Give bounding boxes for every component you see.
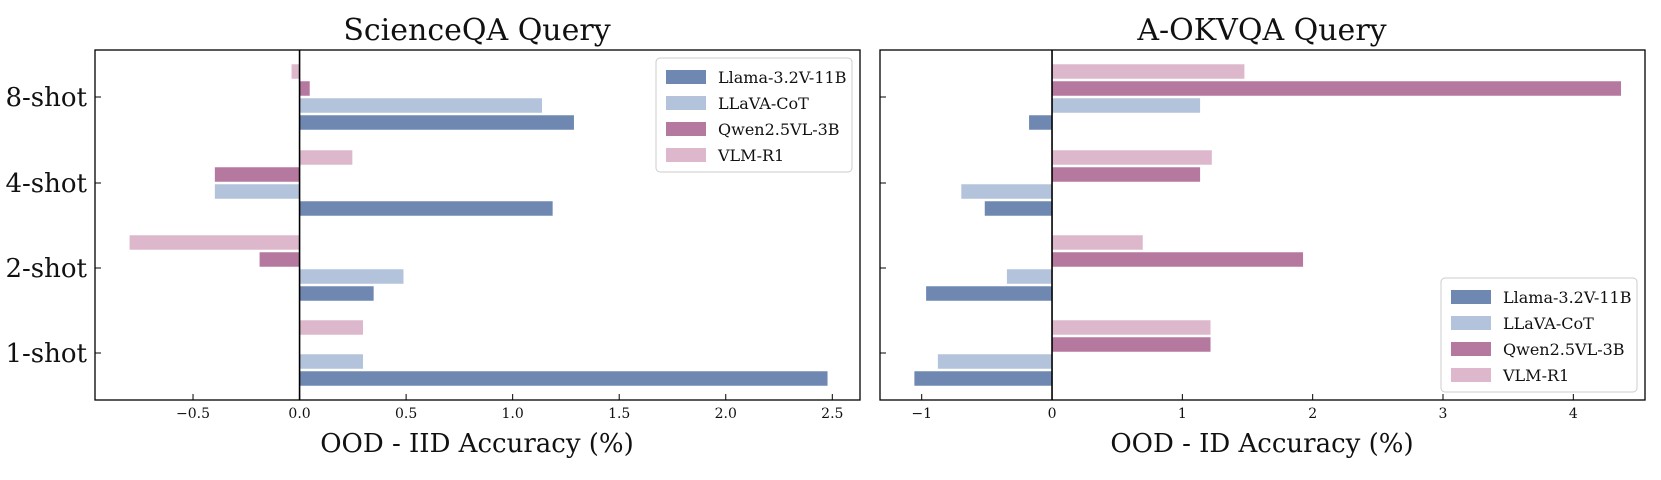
chart-scienceqa: ScienceQA Query −0.5 0.0 0.5 1.0 1.5 2.0 2.5 1-… (5, 13, 861, 459)
x-axis-label: OOD - IID Accuracy (%) (320, 429, 634, 459)
legend-swatch (666, 70, 706, 84)
bar-llama-3-2v-11b-2-shot (925, 285, 1053, 302)
y-tick-label-1-shot: 1-shot (5, 339, 87, 369)
x-axis-label: OOD - ID Accuracy (%) (1110, 429, 1413, 459)
legend-label: VLM-R1 (1502, 366, 1569, 385)
bar-llava-cot-2-shot (299, 268, 405, 285)
chart-title: A-OKVQA Query (1136, 13, 1386, 48)
x-tick-label: −0.5 (176, 406, 210, 422)
x-tick-label: 0.0 (288, 406, 310, 422)
bar-llava-cot-1-shot (299, 353, 364, 370)
bar-qwen2-5vl-3b-8-shot (299, 80, 311, 97)
bar-llava-cot-1-shot (936, 353, 1053, 370)
x-tick-label: 0.5 (395, 406, 417, 422)
bar-qwen2-5vl-3b-4-shot (213, 166, 301, 183)
legend: Llama-3.2V-11B LLaVA-CoT Qwen2.5VL-3B VLM-R… (655, 57, 853, 173)
bar-llava-cot-2-shot (1005, 268, 1053, 285)
bar-qwen2-5vl-3b-2-shot (1051, 251, 1305, 268)
ticks-layer: −1 0 1 2 3 4 (880, 96, 1578, 422)
bars-layer (128, 50, 829, 400)
bars-layer (913, 50, 1623, 400)
legend-swatch (666, 148, 706, 162)
bar-vlm-r1-4-shot (1051, 149, 1213, 166)
bar-llama-3-2v-11b-4-shot (983, 200, 1053, 217)
bar-vlm-r1-4-shot (299, 149, 354, 166)
chart-title: ScienceQA Query (343, 13, 610, 48)
legend-box (1440, 277, 1638, 393)
legend-swatch (1451, 342, 1491, 356)
legend-swatch (1451, 290, 1491, 304)
bar-vlm-r1-1-shot (1051, 319, 1212, 336)
bar-llava-cot-4-shot (960, 183, 1053, 200)
bar-qwen2-5vl-3b-2-shot (258, 251, 301, 268)
x-tick-label: 1.5 (608, 406, 630, 422)
legend-swatch (666, 122, 706, 136)
chart-aokvqa: A-OKVQA Query −1 0 1 2 3 4 Llama-3.2V-11B LLaV… (879, 13, 1646, 459)
bar-llava-cot-8-shot (299, 97, 543, 114)
bar-llava-cot-4-shot (213, 183, 301, 200)
legend-label: LLaVA-CoT (1503, 314, 1594, 333)
legend: Llama-3.2V-11B LLaVA-CoT Qwen2.5VL-3B VLM-R… (1440, 277, 1638, 393)
x-tick-label: 1.0 (502, 406, 524, 422)
legend-box (655, 57, 853, 173)
legend-label: Llama-3.2V-11B (718, 68, 846, 87)
bar-vlm-r1-8-shot (290, 63, 301, 80)
bar-qwen2-5vl-3b-8-shot (1051, 80, 1623, 97)
x-tick-label: 2 (1308, 406, 1317, 422)
bar-llama-3-2v-11b-8-shot (299, 114, 575, 131)
x-tick-label: 2.5 (821, 406, 843, 422)
bar-llama-3-2v-11b-8-shot (1028, 114, 1053, 131)
legend-swatch (1451, 316, 1491, 330)
y-tick-label-4-shot: 4-shot (5, 169, 87, 199)
bar-qwen2-5vl-3b-1-shot (1051, 336, 1212, 353)
bar-vlm-r1-1-shot (299, 319, 364, 336)
legend-label: Llama-3.2V-11B (1503, 288, 1631, 307)
ticks-layer: −0.5 0.0 0.5 1.0 1.5 2.0 2.5 1-shot 2-shot 4-shot… (5, 83, 843, 422)
x-tick-label: 4 (1569, 406, 1578, 422)
legend-label: VLM-R1 (717, 146, 784, 165)
y-tick-label-8-shot: 8-shot (5, 83, 87, 113)
bar-llama-3-2v-11b-1-shot (913, 370, 1053, 387)
x-tick-label: 0 (1048, 406, 1057, 422)
x-tick-label: 1 (1178, 406, 1187, 422)
bar-vlm-r1-2-shot (128, 234, 301, 251)
legend-label: Qwen2.5VL-3B (1503, 340, 1625, 359)
bar-llama-3-2v-11b-2-shot (299, 285, 375, 302)
plot-frame (879, 49, 1646, 401)
legend-swatch (1451, 368, 1491, 382)
x-tick-label: 3 (1439, 406, 1448, 422)
bar-llama-3-2v-11b-4-shot (299, 200, 554, 217)
y-tick-label-2-shot: 2-shot (5, 254, 87, 284)
x-tick-label: 2.0 (715, 406, 737, 422)
bar-vlm-r1-2-shot (1051, 234, 1144, 251)
legend-label: LLaVA-CoT (718, 94, 809, 113)
x-tick-label: −1 (911, 406, 932, 422)
plot-frame (94, 49, 861, 401)
bar-vlm-r1-8-shot (1051, 63, 1246, 80)
bar-qwen2-5vl-3b-4-shot (1051, 166, 1202, 183)
legend-swatch (666, 96, 706, 110)
bar-llama-3-2v-11b-1-shot (299, 370, 829, 387)
legend-label: Qwen2.5VL-3B (718, 120, 840, 139)
bar-llava-cot-8-shot (1051, 97, 1202, 114)
